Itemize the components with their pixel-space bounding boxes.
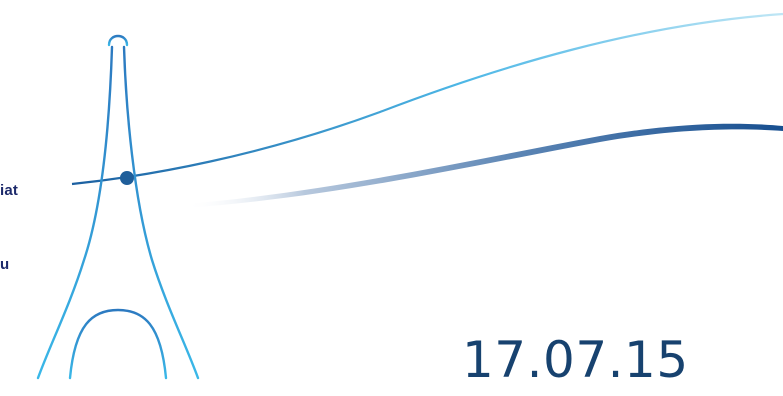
- side-text-bottom: u: [0, 256, 10, 273]
- side-text-top: iat: [0, 182, 19, 199]
- date-label: 17.07.15: [462, 331, 689, 389]
- intersection-dot: [120, 171, 134, 185]
- tower-outline: [36, 10, 200, 380]
- thin-swoosh: [71, 12, 783, 186]
- thick-swoosh: [185, 123, 783, 208]
